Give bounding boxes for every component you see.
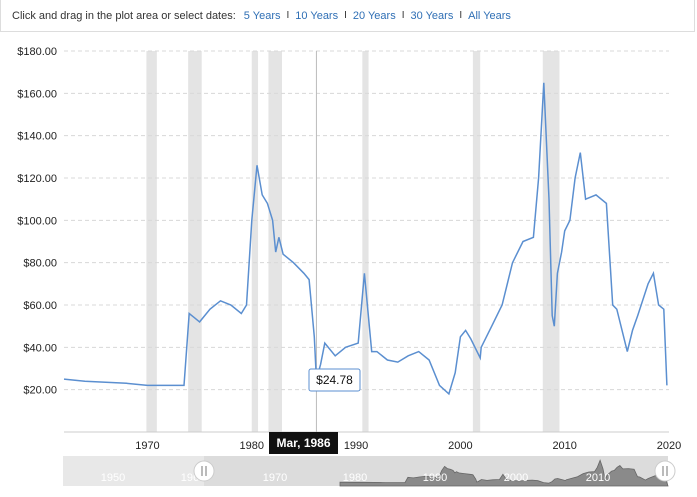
range-navigator[interactable]: 1950 1960 1970 1980 1990 2000 2010 bbox=[63, 456, 676, 487]
y-tick-label: $180.00 bbox=[17, 46, 57, 58]
range-separator: I bbox=[401, 10, 405, 21]
y-tick-label: $80.00 bbox=[23, 258, 57, 270]
recession-band bbox=[362, 51, 369, 432]
y-axis: $20.00 $40.00 $60.00 $80.00 $100.00 $120.00 $1… bbox=[17, 46, 57, 397]
x-tick-label: 1990 bbox=[344, 440, 368, 452]
x-axis: 1970 1980 1990 2000 2010 2020 bbox=[135, 440, 681, 452]
range-10-years-link[interactable]: 10 Years bbox=[295, 9, 339, 22]
y-tick-label: $160.00 bbox=[17, 88, 57, 100]
y-tick-label: $40.00 bbox=[23, 342, 57, 354]
y-tick-label: $140.00 bbox=[17, 131, 57, 143]
range-30-years-link[interactable]: 30 Years bbox=[410, 9, 454, 22]
recession-band bbox=[472, 51, 481, 432]
date-range-toolbar: Click and drag in the plot area or selec… bbox=[0, 0, 695, 32]
recession-band bbox=[188, 51, 202, 432]
navigator-series-area bbox=[339, 459, 669, 487]
x-tick-label: 2010 bbox=[552, 440, 576, 452]
navigator-label: 1990 bbox=[423, 472, 447, 484]
tooltip-date: Mar, 1986 bbox=[276, 436, 330, 450]
range-20-years-link[interactable]: 20 Years bbox=[352, 9, 396, 22]
navigator-label: 2010 bbox=[586, 472, 610, 484]
navigator-mask-left bbox=[63, 456, 204, 486]
date-tooltip: Mar, 1986 bbox=[269, 432, 338, 454]
grid-lines bbox=[64, 50, 669, 433]
y-tick-label: $20.00 bbox=[23, 385, 57, 397]
y-tick-label: $60.00 bbox=[23, 300, 57, 312]
navigator-label: 1980 bbox=[343, 472, 367, 484]
x-tick-label: 1970 bbox=[135, 440, 159, 452]
y-tick-label: $100.00 bbox=[17, 215, 57, 227]
navigator-handle-right[interactable] bbox=[654, 460, 676, 482]
date-range-prompt: Click and drag in the plot area or selec… bbox=[12, 9, 236, 22]
recession-band bbox=[146, 51, 157, 432]
range-separator: I bbox=[344, 10, 347, 21]
navigator-label: 1970 bbox=[263, 472, 287, 484]
x-tick-label: 1980 bbox=[240, 440, 264, 452]
navigator-handle-left[interactable] bbox=[193, 460, 215, 482]
x-tick-label: 2000 bbox=[448, 440, 472, 452]
tooltip-value: $24.78 bbox=[316, 373, 353, 387]
range-separator: I bbox=[286, 10, 290, 21]
y-tick-label: $120.00 bbox=[17, 173, 57, 185]
x-tick-label: 2020 bbox=[657, 440, 681, 452]
navigator-label: 1950 bbox=[101, 472, 125, 484]
recession-band bbox=[251, 51, 259, 432]
range-5-years-link[interactable]: 5 Years bbox=[243, 9, 281, 22]
range-all-years-link[interactable]: All Years bbox=[468, 9, 511, 22]
range-separator: I bbox=[459, 10, 463, 21]
series-line bbox=[63, 82, 668, 396]
navigator-label: 2000 bbox=[504, 472, 528, 484]
recession-bands bbox=[146, 51, 560, 432]
value-tooltip: $24.78 bbox=[308, 368, 361, 392]
navigator-labels: 1950 1960 1970 1980 1990 2000 2010 bbox=[101, 472, 610, 484]
